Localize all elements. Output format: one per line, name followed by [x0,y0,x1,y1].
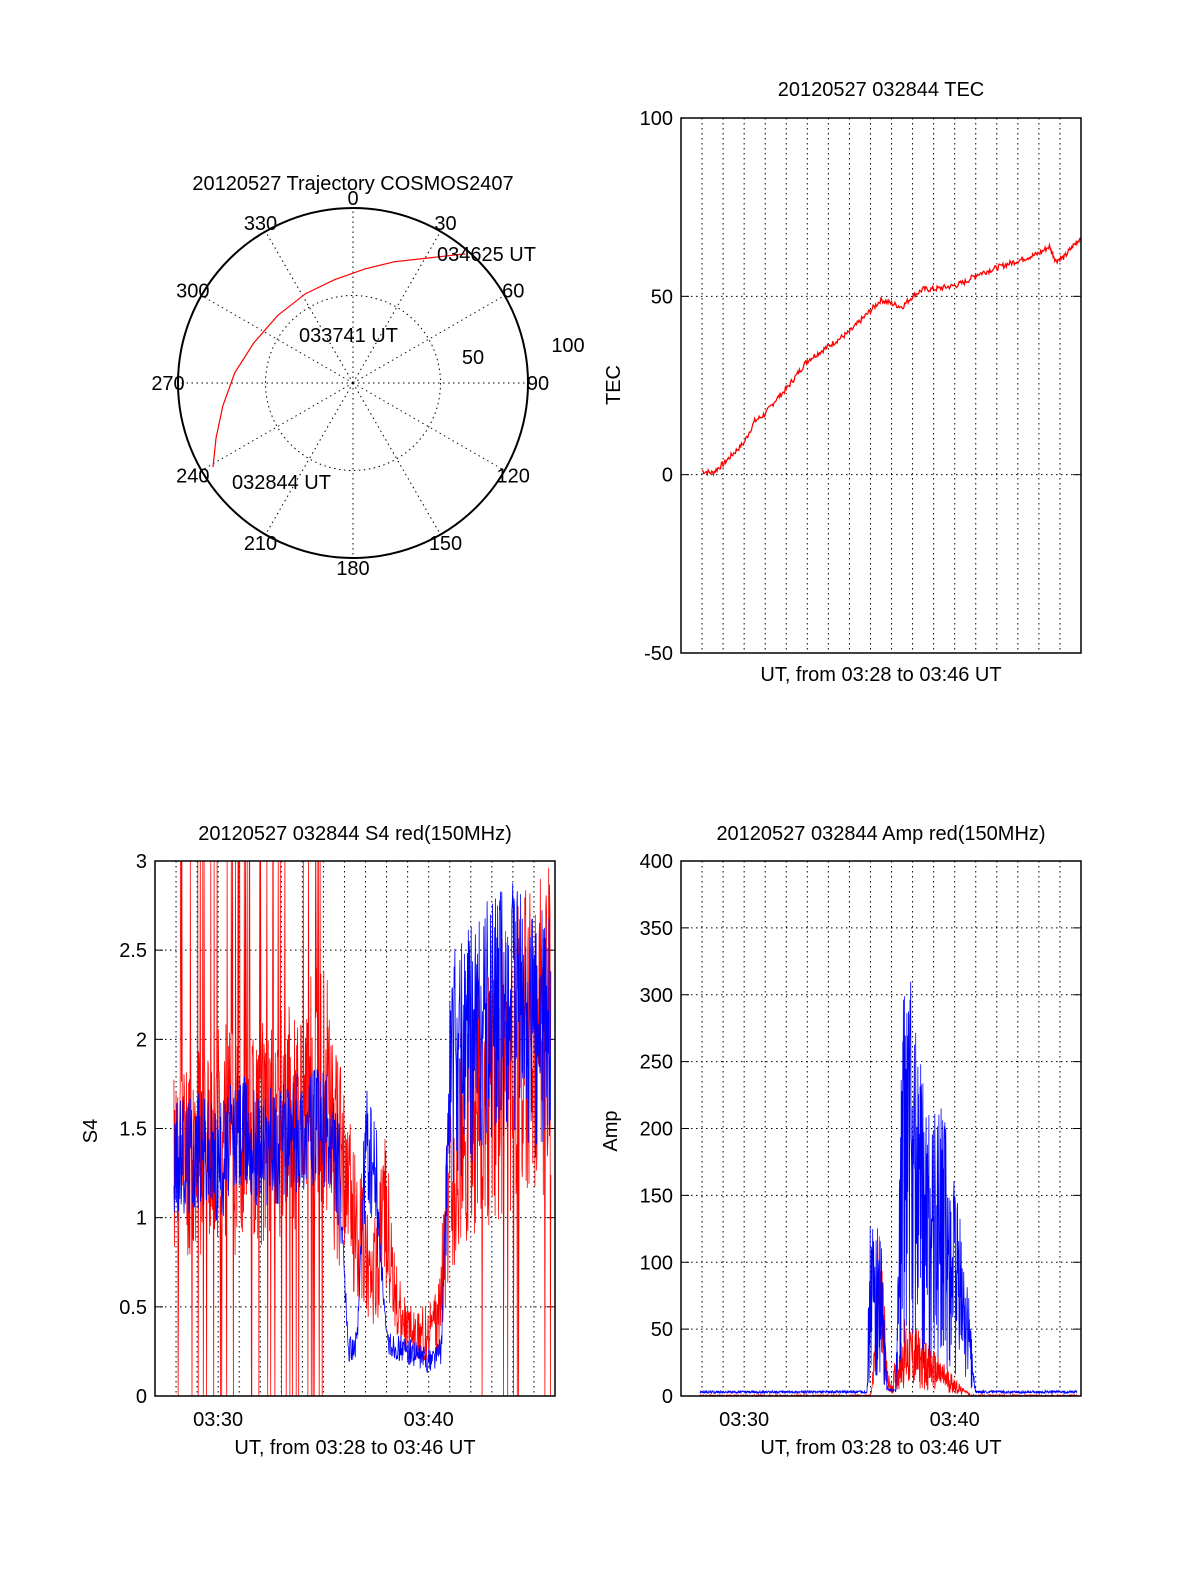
polar-spoke [352,382,505,471]
s4-xtick-label: 03:30 [193,1409,243,1431]
amp-series-red [699,1236,1078,1398]
polar-ring-label-100: 100 [551,335,584,357]
s4-x-ticks: 03:30 03:40 [193,1409,454,1431]
polar-trajectory-chart: 20120527 Trajectory COSMOS2407 0 30 60 90 12… [151,173,584,580]
s4-ytick-label: 3 [136,851,147,873]
amp-ytick-label: 300 [640,985,673,1007]
tec-ytick-label: 50 [651,286,673,308]
tec-ytick-label: 100 [640,108,673,130]
amp-ytick-label: 50 [651,1319,673,1341]
s4-ytick-label: 0 [136,1386,147,1408]
amp-y-ticks: 0 50 100 150 200 250 300 350 400 [640,851,1081,1408]
s4-ytick-label: 0.5 [119,1297,147,1319]
amp-ytick-label: 200 [640,1119,673,1141]
polar-spoke [265,231,354,384]
polar-annotation-start: 032844 UT [232,472,331,494]
s4-grid [155,861,555,1396]
polar-azimuth-label: 150 [429,533,462,555]
tec-chart: 20120527 032844 TEC -50 0 50 100 TEC UT, fr… [603,79,1082,686]
tec-x-label: UT, from 03:28 to 03:46 UT [760,664,1001,686]
polar-annotation-mid: 033741 UT [299,325,398,347]
tec-y-label: TEC [603,365,625,405]
s4-ytick-label: 2.5 [119,940,147,962]
polar-annotation-end: 034625 UT [437,244,536,266]
polar-azimuth-label: 300 [176,281,209,303]
tec-y-ticks: -50 0 50 100 [640,108,1081,665]
s4-ytick-label: 2 [136,1029,147,1051]
amp-title: 20120527 032844 Amp red(150MHz) [716,823,1045,845]
s4-y-label: S4 [80,1119,102,1143]
polar-azimuth-label: 60 [502,281,524,303]
polar-spoke [352,295,505,384]
amp-ytick-label: 150 [640,1185,673,1207]
polar-azimuth-label: 270 [151,373,184,395]
polar-ring-label-50: 50 [462,347,484,369]
s4-x-label: UT, from 03:28 to 03:46 UT [234,1437,475,1459]
s4-series [173,860,552,1397]
polar-spoke [201,295,354,384]
amp-ytick-label: 100 [640,1252,673,1274]
polar-azimuth-labels: 0 30 60 90 120 150 180 210 240 270 300 330 [151,188,549,580]
polar-spoke [352,231,441,384]
s4-xtick-label: 03:40 [404,1409,454,1431]
amp-ytick-label: 400 [640,851,673,873]
polar-inner-ring [265,295,441,471]
amp-ytick-label: 250 [640,1052,673,1074]
amp-series-blue [699,981,1078,1395]
polar-azimuth-label: 120 [497,466,530,488]
polar-spoke [352,382,441,535]
s4-series-blue [173,883,552,1374]
amp-x-ticks: 03:30 03:40 [719,1409,980,1431]
polar-azimuth-label: 0 [347,188,358,210]
tec-ytick-label: -50 [644,643,673,665]
s4-series-red [173,860,552,1397]
polar-spokes [178,208,528,558]
amp-series [699,981,1078,1398]
amp-ytick-label: 0 [662,1386,673,1408]
amp-chart: 20120527 032844 Amp red(150MHz) 0 50 100 15… [600,823,1082,1459]
amp-y-label: Amp [600,1110,622,1151]
tec-series-line [701,237,1082,477]
tec-grid [681,118,1081,653]
s4-y-ticks: 0 0.5 1 1.5 2 2.5 3 [119,851,555,1408]
amp-ytick-label: 350 [640,918,673,940]
tec-plot-frame [680,117,1082,654]
s4-chart: 20120527 032844 S4 red(150MHz) 0 0.5 1 1.5 2… [80,823,556,1459]
polar-azimuth-label: 210 [244,533,277,555]
amp-x-label: UT, from 03:28 to 03:46 UT [760,1437,1001,1459]
amp-xtick-label: 03:30 [719,1409,769,1431]
amp-plot-frame [680,860,1082,1397]
polar-azimuth-label: 90 [527,373,549,395]
polar-azimuth-label: 330 [244,213,277,235]
s4-ytick-label: 1 [136,1208,147,1230]
polar-azimuth-label: 240 [176,466,209,488]
amp-xtick-label: 03:40 [930,1409,980,1431]
s4-ytick-label: 1.5 [119,1119,147,1141]
polar-spoke [201,382,354,471]
polar-trajectory-line [212,253,466,468]
polar-title: 20120527 Trajectory COSMOS2407 [192,173,513,195]
tec-title: 20120527 032844 TEC [778,79,984,101]
tec-ytick-label: 0 [662,465,673,487]
polar-azimuth-label: 30 [434,213,456,235]
polar-spoke [265,382,354,535]
s4-plot-frame [154,860,556,1397]
polar-outer-ring [177,207,529,559]
polar-azimuth-label: 180 [336,558,369,580]
s4-title: 20120527 032844 S4 red(150MHz) [198,823,512,845]
